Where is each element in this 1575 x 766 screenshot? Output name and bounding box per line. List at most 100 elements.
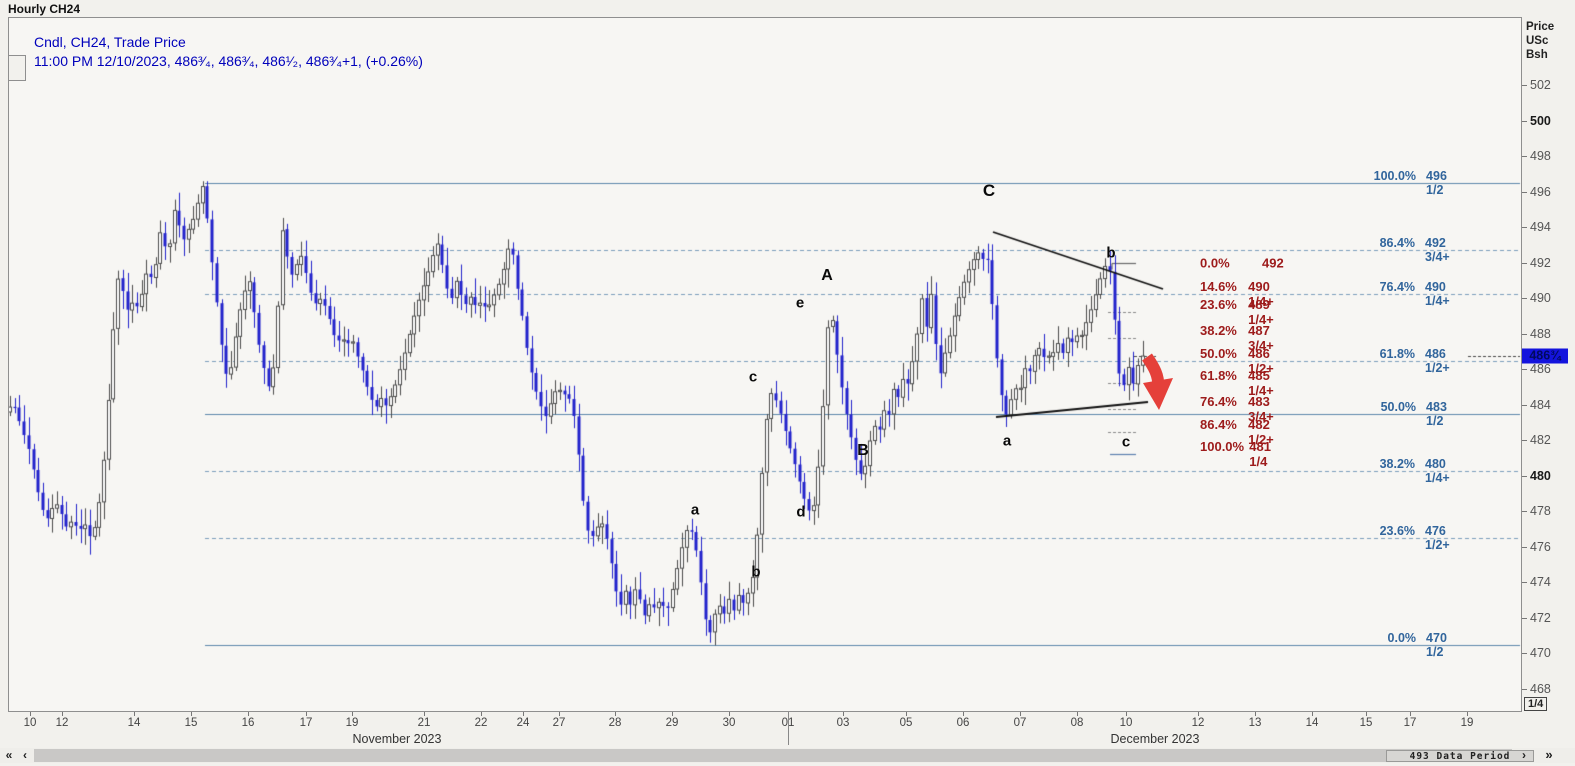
- fib-price: 490 1/4+: [1425, 279, 1450, 308]
- elliott-wave-label: d: [796, 503, 806, 521]
- fib-price: 483 3/4+: [1248, 394, 1274, 425]
- date-tick-label: 12: [1191, 717, 1205, 729]
- unit-bsh: Bsh: [1526, 49, 1548, 61]
- fib-pct: 0.0%: [1200, 255, 1230, 271]
- fib-pct: 38.2%: [1200, 323, 1237, 339]
- elliott-wave-label: b: [751, 563, 761, 581]
- price-tick-mark: [1522, 582, 1527, 584]
- fib-primary-level-label: 0.0% 470 1/2: [1372, 631, 1459, 659]
- fib-secondary-level-label: 14.6% 490 1/4+: [1200, 279, 1288, 309]
- fib-secondary-level-label: 86.4% 482 1/2+: [1200, 417, 1288, 447]
- date-tick-label: 10: [1119, 717, 1133, 729]
- price-tick-mark: [1522, 156, 1527, 158]
- fib-primary-level-label: 23.6% 476 1/2+: [1372, 524, 1463, 552]
- date-tick-label: 16: [241, 717, 255, 729]
- scrollbar-track[interactable]: 493 Data Period: [34, 749, 1534, 762]
- elliott-wave-label: c: [748, 368, 758, 386]
- date-tick-label: 15: [184, 717, 198, 729]
- fib-price: 481 1/4: [1249, 438, 1271, 469]
- price-tick-label: 500: [1530, 113, 1551, 128]
- date-tick-label: 17: [1403, 717, 1417, 729]
- price-tick-mark: [1522, 440, 1527, 442]
- date-tick-label: 30: [722, 717, 736, 729]
- elliott-wave-label: b: [1106, 244, 1116, 262]
- scroll-far-right-button[interactable]: »: [1545, 747, 1553, 762]
- date-tick-mark: [352, 712, 353, 716]
- scroll-left-button[interactable]: ‹: [23, 748, 27, 762]
- elliott-wave-label: a: [690, 501, 700, 519]
- date-tick-mark: [1255, 712, 1256, 716]
- scroll-far-left-button[interactable]: «: [5, 748, 13, 762]
- fib-pct: 38.2%: [1379, 457, 1416, 472]
- price-tick-mark: [1522, 369, 1527, 371]
- date-tick-mark: [1020, 712, 1021, 716]
- date-tick-mark: [729, 712, 730, 716]
- date-tick-mark: [1126, 712, 1127, 716]
- fib-pct: 86.4%: [1379, 235, 1416, 250]
- date-tick-label: 17: [299, 717, 313, 729]
- fib-pct: 50.0%: [1200, 345, 1237, 361]
- date-tick-label: 13: [1248, 717, 1262, 729]
- window-title: Hourly CH24: [8, 2, 81, 16]
- fib-price: 490 1/4+: [1248, 278, 1274, 309]
- elliott-wave-label: B: [857, 442, 869, 459]
- fib-price: 492 3/4+: [1425, 235, 1450, 264]
- price-tick-label: 478: [1530, 504, 1551, 519]
- price-tick-label: 490: [1530, 291, 1551, 306]
- fib-pct: 61.8%: [1200, 367, 1237, 383]
- price-tick-mark: [1522, 191, 1527, 193]
- fib-price: 486 1/2+: [1425, 346, 1450, 375]
- fib-primary-level-label: 50.0% 483 1/2: [1372, 400, 1459, 428]
- date-tick-label: 14: [1305, 717, 1319, 729]
- month-label: November 2023: [352, 732, 442, 746]
- fib-secondary-level-label: 50.0% 486 1/2+: [1200, 346, 1288, 376]
- date-tick-label: 15: [1359, 717, 1373, 729]
- date-tick-label: 07: [1013, 717, 1027, 729]
- fib-price: 485 1/4+: [1248, 367, 1274, 398]
- fib-price: 487 3/4+: [1248, 323, 1274, 354]
- price-tick-label: 488: [1530, 326, 1551, 341]
- fib-price: 496 1/2: [1426, 169, 1447, 197]
- date-tick-mark: [248, 712, 249, 716]
- date-axis[interactable]: 1012141516171921222427282930010305060708…: [0, 712, 1575, 747]
- fib-price: 476 1/2+: [1425, 524, 1450, 552]
- price-axis-unit: Price USc Bsh: [1526, 20, 1554, 62]
- date-tick-label: 29: [665, 717, 679, 729]
- scroll-right-button[interactable]: ›: [1522, 748, 1526, 762]
- date-tick-mark: [1410, 712, 1411, 716]
- price-tick-label: 492: [1530, 255, 1551, 270]
- price-tick-label: 494: [1530, 220, 1551, 235]
- date-tick-mark: [481, 712, 482, 716]
- price-tick-mark: [1522, 85, 1527, 87]
- fib-secondary-level-label: 23.6% 489 1/4+: [1200, 297, 1288, 327]
- arrow-head: [1143, 378, 1173, 410]
- tick-size-box: 1/4: [1524, 697, 1548, 711]
- price-tick-label: 498: [1530, 149, 1551, 164]
- price-tick-label: 474: [1530, 575, 1551, 590]
- date-tick-mark: [672, 712, 673, 716]
- date-tick-label: 24: [516, 717, 530, 729]
- date-tick-label: 21: [417, 717, 431, 729]
- date-tick-mark: [559, 712, 560, 716]
- price-axis[interactable]: Price USc Bsh 502 500 498 496 494 492 490 488 48…: [1522, 0, 1575, 712]
- date-tick-label: 06: [956, 717, 970, 729]
- date-tick-mark: [1366, 712, 1367, 716]
- price-tick-mark: [1522, 475, 1527, 477]
- fib-pct: 100.0%: [1200, 438, 1245, 454]
- candlestick-chart[interactable]: [9, 18, 1521, 711]
- elliott-wave-label: a: [1002, 432, 1012, 450]
- data-period-button[interactable]: 493 Data Period: [1386, 750, 1534, 762]
- date-tick-mark: [134, 712, 135, 716]
- date-tick-mark: [963, 712, 964, 716]
- price-tick-mark: [1522, 333, 1527, 335]
- horizontal-scrollbar[interactable]: « ‹ 493 Data Period › »: [0, 748, 1575, 763]
- unit-price: Price: [1526, 21, 1555, 33]
- date-tick-label: 05: [899, 717, 913, 729]
- date-tick-mark: [1467, 712, 1468, 716]
- fib-price: 483 1/2: [1426, 399, 1447, 428]
- date-tick-label: 27: [552, 717, 566, 729]
- fib-price: 492: [1262, 255, 1284, 271]
- chart-last-quote: 11:00 PM 12/10/2023, 486³⁄₄, 486³⁄₄, 486…: [34, 53, 423, 69]
- price-tick-label: 470: [1530, 646, 1551, 661]
- fib-primary-level-label: 38.2% 480 1/4+: [1372, 457, 1463, 485]
